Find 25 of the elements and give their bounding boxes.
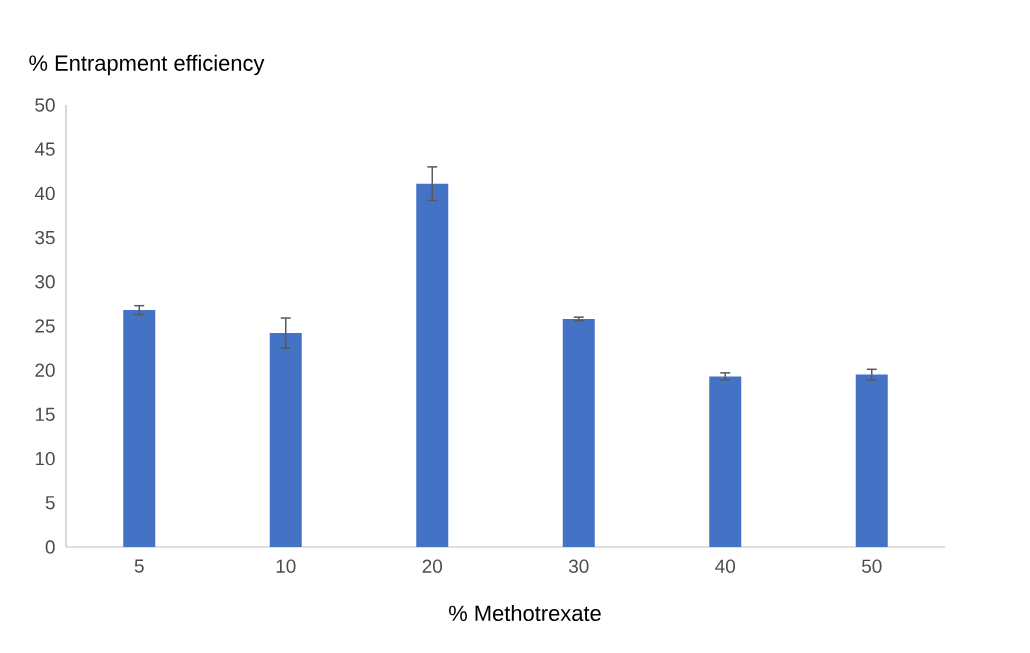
bar [269,333,302,547]
bar [855,374,888,547]
x-tick-label: 5 [134,559,144,573]
y-tick-label: 35 [35,230,55,245]
y-tick-label: 25 [35,319,55,333]
y-tick-label: 15 [35,407,55,421]
bar [562,318,595,547]
y-tick-label: 0 [45,540,55,554]
y-tick-label: 30 [35,275,55,289]
x-tick-label: 50 [861,559,882,573]
y-axis-title: % Entrapment efficiency [29,54,265,76]
x-tick-label: 10 [276,559,296,573]
x-tick-label: 20 [422,559,443,573]
y-tick-label: 50 [35,98,55,112]
x-tick-label: 30 [568,559,589,573]
bar [709,376,742,547]
y-tick-label: 10 [35,451,55,466]
bar [123,310,156,547]
y-tick-label: 45 [34,142,55,156]
y-tick-label: 40 [34,186,55,201]
x-axis-title: % Methotrexate [449,604,601,622]
bar [416,183,449,547]
y-tick-label: 20 [35,363,55,377]
x-tick-label: 40 [715,559,736,573]
y-tick-label: 5 [45,496,55,510]
